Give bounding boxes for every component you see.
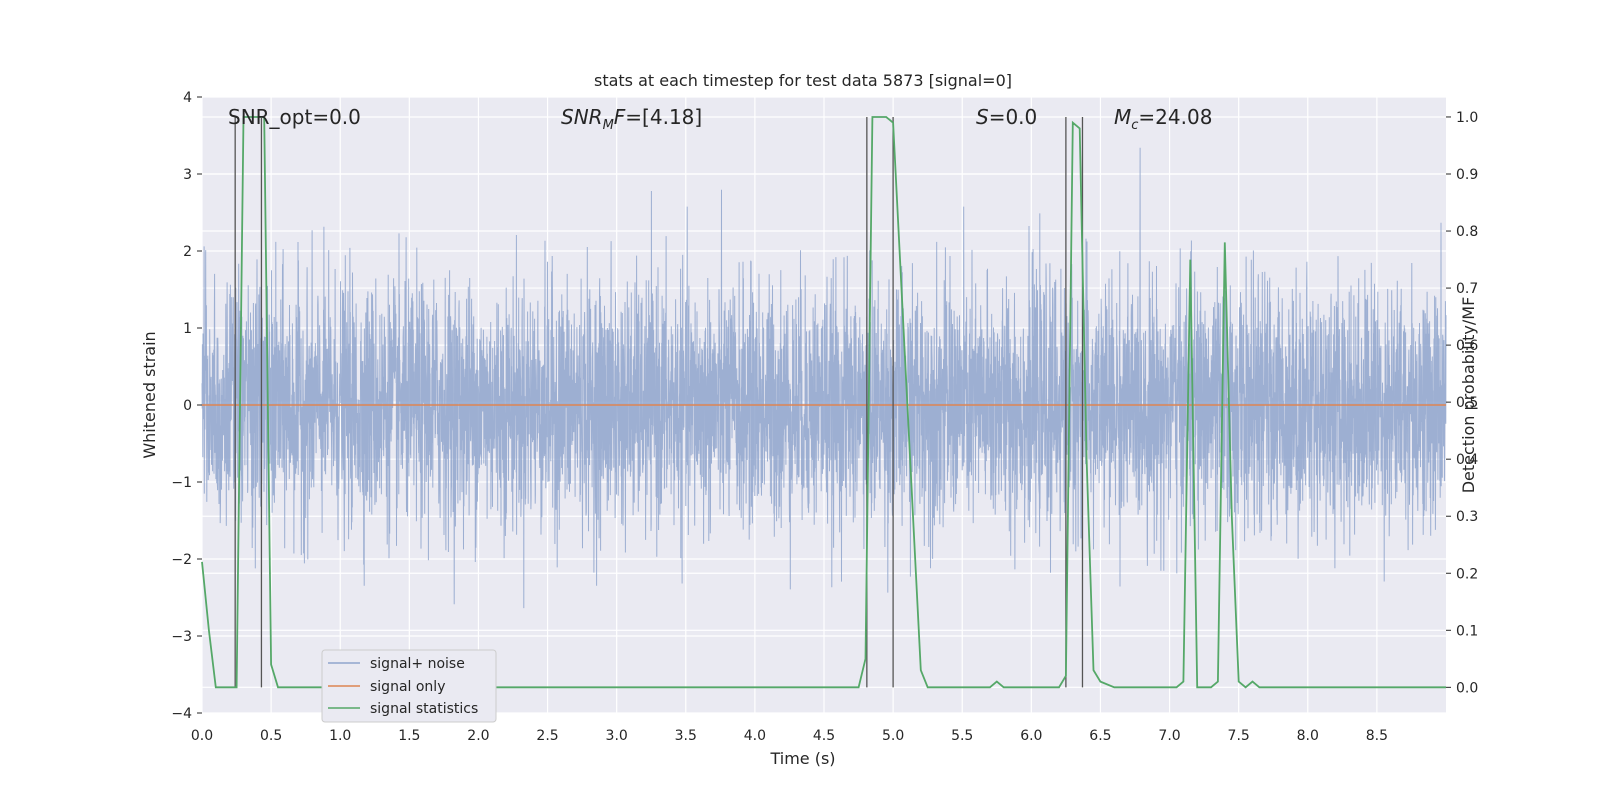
y-tick-label: −3 [171, 629, 192, 645]
annotation-mc: Mc=24.08 [1114, 105, 1212, 133]
y-right-tick-label: 0.3 [1456, 509, 1478, 525]
x-tick-label: 0.5 [260, 728, 282, 744]
x-tick-label: 2.5 [536, 728, 558, 744]
y-right-tick-label: 0.1 [1456, 623, 1478, 639]
x-tick-label: 4.5 [813, 728, 835, 744]
y-right-tick-label: 0.6 [1456, 338, 1478, 354]
y-tick-label: 1 [183, 321, 192, 337]
y-tick-label: −1 [171, 475, 192, 491]
y-tick-label: 0 [183, 398, 192, 414]
y-right-tick-label: 0.7 [1456, 281, 1478, 297]
annotation-snr-opt: SNR_opt=0.0 [228, 105, 361, 129]
y-right-tick-label: 0.2 [1456, 566, 1478, 582]
series-signal-noise [201, 147, 1447, 609]
y-axis-right-label: Detection probability/MF [1459, 297, 1478, 494]
y-right-tick-label: 0.4 [1456, 452, 1478, 468]
annotation-snr-mf: SNRMF=[4.18] [561, 105, 702, 133]
x-tick-label: 5.5 [951, 728, 973, 744]
legend-label-signal-noise: signal+ noise [370, 656, 465, 672]
x-tick-label: 5.0 [882, 728, 904, 744]
annotation-s: S=0.0 [976, 105, 1037, 129]
x-tick-label: 6.5 [1089, 728, 1111, 744]
x-tick-label: 7.0 [1158, 728, 1180, 744]
x-tick-label: 0.0 [191, 728, 213, 744]
x-tick-label: 3.5 [675, 728, 697, 744]
x-tick-label: 8.0 [1297, 728, 1319, 744]
chart-title: stats at each timestep for test data 587… [594, 71, 1012, 90]
y-tick-label: −2 [171, 552, 192, 568]
x-tick-label: 3.0 [606, 728, 628, 744]
x-tick-label: 8.5 [1366, 728, 1388, 744]
x-tick-label: 1.0 [329, 728, 351, 744]
legend-box [321, 649, 497, 723]
x-axis: 0.0 0.5 1.0 1.5 2.0 2.5 3.0 3.5 4.0 4.5 5.0 5.5 6.0 6… [191, 728, 1388, 744]
y-right-tick-label: 0.8 [1456, 224, 1478, 240]
x-tick-label: 6.0 [1020, 728, 1042, 744]
y-tick-label: 2 [183, 244, 192, 260]
y-axis-right: 1.0 0.9 0.8 0.7 0.6 0.5 0.4 0.3 0.2 0.1 0.0 [1446, 110, 1478, 696]
x-axis-label: Time (s) [769, 749, 835, 768]
noise-line [201, 147, 1447, 609]
y-right-tick-label: 0.5 [1456, 395, 1478, 411]
x-tick-label: 1.5 [398, 728, 420, 744]
y-axis-left: 4 3 2 1 0 −1 −2 −3 −4 [171, 90, 202, 722]
y-right-tick-label: 0.0 [1456, 680, 1478, 696]
signal-statistics-line [201, 116, 1446, 689]
x-tick-label: 2.0 [467, 728, 489, 744]
y-tick-label: −4 [171, 706, 192, 722]
series-signal-statistics [201, 116, 1446, 689]
legend-label-signal-only: signal only [370, 679, 445, 695]
y-right-tick-label: 0.9 [1456, 167, 1478, 183]
legend: signal+ noise signal only signal statist… [321, 649, 497, 723]
x-tick-label: 4.0 [744, 728, 766, 744]
y-tick-label: 4 [183, 90, 192, 106]
y-axis-label: Whitened strain [140, 331, 159, 458]
x-tick-label: 7.5 [1228, 728, 1250, 744]
y-right-tick-label: 1.0 [1456, 110, 1478, 126]
legend-label-signal-statistics: signal statistics [370, 701, 478, 717]
y-tick-label: 3 [183, 167, 192, 183]
